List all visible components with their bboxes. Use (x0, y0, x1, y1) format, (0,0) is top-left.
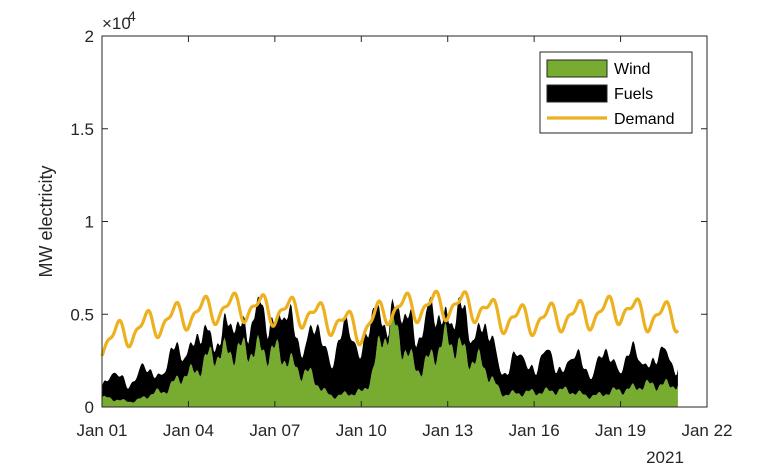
y-exponent-base: ×10 (102, 14, 131, 33)
y-tick-label: 1.5 (70, 120, 94, 139)
y-exponent: ×10 4 (102, 8, 136, 33)
x-tick-label: Jan 04 (163, 421, 214, 440)
tick-labels: 0 0.5 1 1.5 2 Jan 01 Jan 04 Jan 07 Jan 10 Jan 13 J… (70, 27, 732, 440)
fuels-area (102, 296, 678, 403)
y-tick-label: 1 (85, 213, 94, 232)
x-tick-label: Jan 19 (595, 421, 646, 440)
y-axis-label: MW electricity (36, 166, 56, 278)
wind-area (102, 310, 678, 407)
legend: Wind Fuels Demand (539, 51, 693, 134)
demand-line (100, 289, 680, 357)
x-tick-label: Jan 22 (681, 421, 732, 440)
legend-label-demand: Demand (614, 111, 674, 128)
legend-label-fuels: Fuels (614, 86, 653, 103)
legend-label-wind: Wind (614, 61, 650, 78)
axes (101, 35, 708, 408)
y-tick-label: 0.5 (70, 305, 94, 324)
legend-swatch-wind (546, 59, 608, 78)
x-year-label: 2021 (646, 448, 684, 467)
legend-swatch-fuels (546, 84, 608, 103)
x-tick-label: Jan 10 (336, 421, 387, 440)
x-tick-label: Jan 01 (76, 421, 127, 440)
y-exponent-power: 4 (128, 8, 136, 24)
y-tick-label: 0 (85, 398, 94, 417)
y-tick-label: 2 (85, 27, 94, 46)
x-tick-label: Jan 16 (509, 421, 560, 440)
x-tick-label: Jan 13 (422, 421, 473, 440)
x-tick-label: Jan 07 (249, 421, 300, 440)
series-layer (100, 289, 680, 407)
